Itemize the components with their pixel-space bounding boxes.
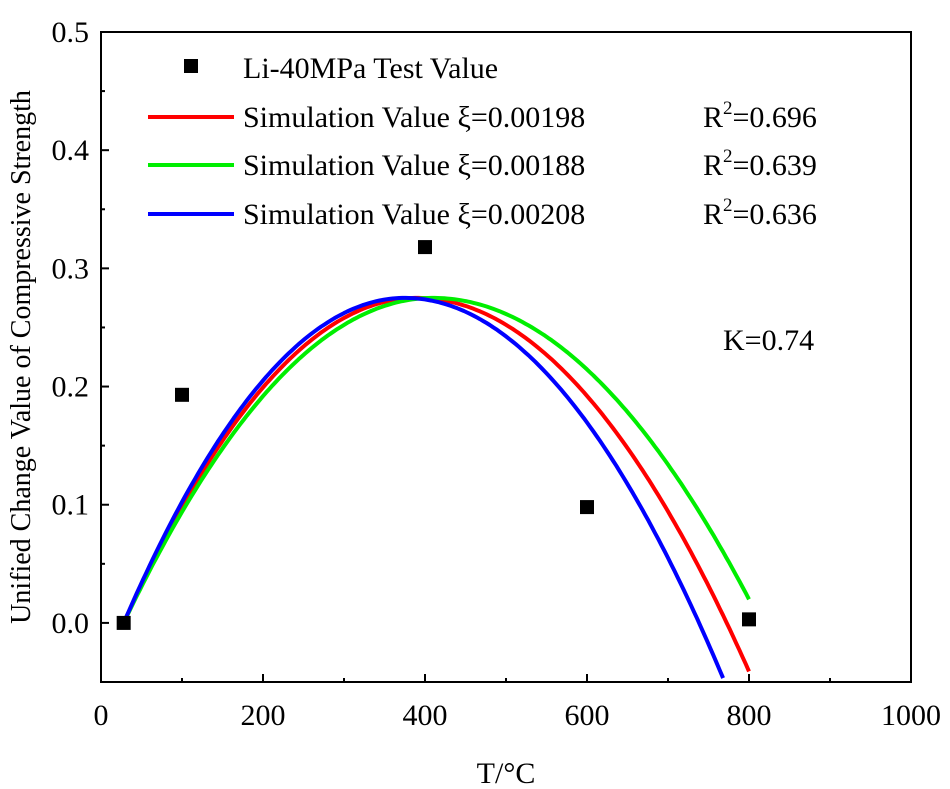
x-tick-label: 400 [403, 699, 448, 732]
x-tick-label: 200 [241, 699, 286, 732]
r2-base-red: R [703, 101, 723, 134]
test-point [580, 500, 594, 515]
y-tick-label: 0.3 [52, 252, 90, 285]
legend-r2-red: R2=0.696 [703, 98, 817, 134]
legend-marker-test [184, 59, 198, 73]
test-point [175, 387, 189, 402]
y-axis: 0.0 0.1 0.2 0.3 0.4 0.5 [52, 16, 109, 683]
test-point [418, 240, 432, 255]
simulation-curves [121, 295, 751, 679]
x-tick-label: 0 [94, 699, 109, 732]
legend-label-test: Li-40MPa Test Value [243, 52, 498, 85]
legend: Li-40MPa Test Value Simulation Value ξ=0… [148, 52, 817, 231]
test-point [116, 615, 131, 630]
r2-value-green: =0.639 [733, 149, 817, 182]
y-tick-label: 0.0 [52, 607, 90, 640]
legend-r2-blue: R2=0.636 [703, 195, 817, 231]
r2-base-green: R [703, 149, 723, 182]
simulation-curve-0 [121, 295, 751, 673]
x-tick-label: 800 [727, 699, 772, 732]
r2-sup-red: 2 [723, 98, 733, 119]
simulation-curve-1 [121, 295, 751, 624]
y-tick-label: 0.5 [52, 16, 90, 49]
x-axis-label: T/°C [477, 757, 536, 789]
test-points [116, 240, 756, 630]
y-tick-label: 0.2 [52, 371, 90, 404]
x-tick-label: 600 [565, 699, 610, 732]
x-tick-label: 1000 [881, 699, 941, 732]
annotation-k: K=0.74 [723, 324, 814, 357]
r2-value-blue: =0.636 [733, 198, 817, 231]
simulation-curve-2 [121, 295, 725, 679]
test-point [742, 612, 756, 627]
legend-label-red: Simulation Value ξ=0.00198 [243, 101, 585, 134]
r2-sup-blue: 2 [723, 195, 733, 216]
legend-label-blue: Simulation Value ξ=0.00208 [243, 198, 585, 231]
y-tick-label: 0.4 [52, 134, 90, 167]
y-axis-label: Unified Change Value of Compressive Stre… [6, 90, 37, 624]
legend-label-green: Simulation Value ξ=0.00188 [243, 149, 585, 182]
y-tick-label: 0.1 [52, 489, 90, 522]
r2-base-blue: R [703, 198, 723, 231]
x-axis: 0 200 400 600 800 1000 [94, 674, 941, 732]
legend-r2-green: R2=0.639 [703, 146, 817, 182]
r2-sup-green: 2 [723, 146, 733, 167]
r2-value-red: =0.696 [733, 101, 817, 134]
